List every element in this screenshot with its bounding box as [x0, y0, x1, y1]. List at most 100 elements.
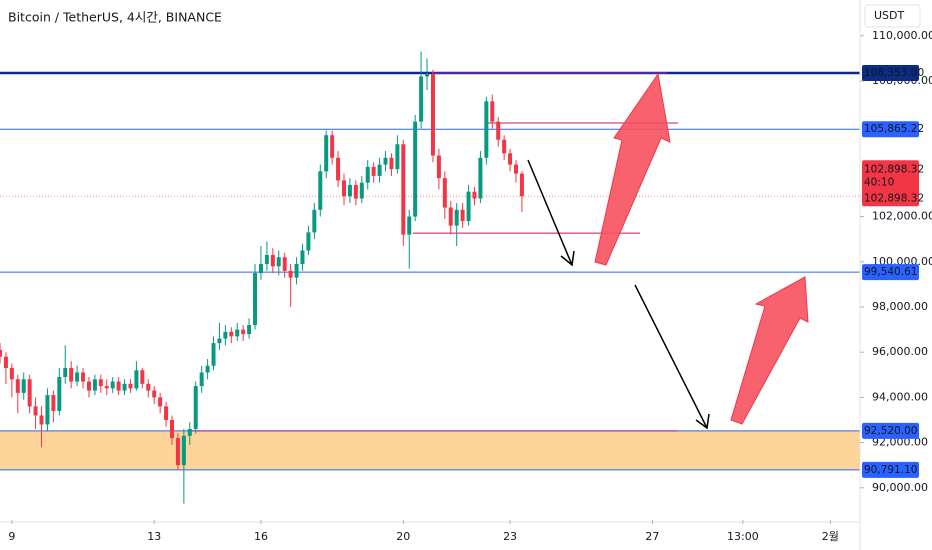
y-tick-label: 110,000.00: [872, 29, 932, 42]
candle-body: [353, 184, 358, 199]
last-price-label: 102,898.32: [864, 192, 924, 204]
price-label: 105,865.22: [864, 123, 924, 135]
candle-body: [472, 191, 477, 199]
candle-body: [430, 74, 435, 156]
last-price-label: 102,898.32: [864, 163, 924, 175]
x-tick-label: 27: [645, 530, 659, 543]
candle-body: [110, 381, 115, 389]
arrow: [634, 284, 708, 429]
candle-body: [104, 386, 109, 389]
candle-body: [175, 438, 180, 466]
candle-body: [63, 367, 68, 378]
x-tick-label: 13: [147, 530, 161, 543]
candle-body: [33, 406, 38, 416]
candle-body: [288, 270, 293, 278]
candle-body: [508, 153, 513, 165]
candle-body: [247, 325, 252, 335]
x-tick-label: 20: [396, 530, 410, 543]
arrow-head: [560, 250, 575, 267]
candle-body: [342, 180, 346, 197]
candle-body: [425, 74, 430, 77]
candle-body: [383, 157, 388, 165]
candle-body: [223, 331, 228, 339]
zone: [0, 430, 860, 470]
candle-body: [330, 135, 335, 158]
candle-body: [199, 372, 204, 387]
candle-body: [478, 157, 483, 199]
x-tick-label: 9: [8, 530, 15, 543]
candle-body: [15, 379, 20, 393]
candle-body: [282, 257, 287, 271]
price-label: 108,353.00: [864, 67, 924, 79]
candle-body: [92, 379, 97, 391]
y-tick-label: 98,000.00: [872, 300, 928, 313]
currency-box[interactable]: [864, 4, 921, 28]
candle-body: [98, 379, 103, 387]
candle-body: [39, 415, 44, 425]
candle-body: [217, 338, 222, 344]
candle-body: [211, 343, 216, 366]
countdown: 40:10: [864, 176, 894, 188]
candle-body: [152, 390, 157, 398]
price-label-box: [862, 264, 919, 281]
last-price-box: [862, 160, 919, 207]
candle-body: [294, 264, 299, 278]
candle-body: [401, 144, 406, 235]
candle-body: [365, 166, 370, 183]
currency: USDT: [874, 9, 905, 22]
red-arrow: [594, 72, 671, 266]
candle-body: [300, 250, 305, 265]
arrows: [527, 72, 809, 430]
candle-body: [389, 157, 394, 170]
price-label-box: [862, 461, 919, 478]
candle-body: [270, 254, 275, 267]
candle-body: [496, 121, 501, 140]
candle-body: [170, 419, 174, 439]
candle-body: [81, 372, 86, 382]
candle-body: [436, 155, 441, 179]
candle-body: [371, 166, 376, 176]
candle-body: [51, 395, 56, 411]
candle-body: [86, 381, 91, 391]
candle-body: [377, 164, 382, 176]
candle-body: [9, 367, 14, 380]
candle-body: [205, 365, 210, 373]
y-tick-label: 96,000.00: [872, 345, 928, 358]
candle-body: [134, 370, 139, 389]
x-tick-label: 2월: [822, 530, 839, 543]
candle-body: [312, 209, 317, 233]
candle-body: [490, 101, 495, 122]
candle-body: [413, 121, 418, 217]
candle-body: [318, 171, 323, 210]
candle-body: [57, 377, 62, 411]
price-label-box: [862, 121, 919, 138]
price-label: 90,791.10: [864, 464, 917, 476]
chart-title: Bitcoin / TetherUS, 4시간, BINANCE: [8, 10, 222, 25]
candle-body: [466, 191, 471, 222]
candle-body: [519, 173, 524, 197]
candle-body: [193, 386, 198, 430]
candle-body: [27, 379, 32, 407]
candle-body: [146, 383, 151, 391]
candle-body: [442, 178, 447, 208]
candle-body: [258, 264, 263, 274]
zone-layer: [0, 430, 860, 470]
candle-body: [514, 164, 518, 174]
price-label-box: [862, 422, 919, 439]
y-tick-label: 92,000.00: [872, 436, 928, 449]
candle-body: [187, 429, 192, 436]
candle-body: [264, 254, 269, 265]
y-tick-label: 94,000.00: [872, 390, 928, 403]
candle-body: [229, 331, 234, 337]
price-label: 92,520.00: [864, 425, 917, 437]
candle-body: [419, 76, 424, 122]
candle-body: [122, 383, 127, 391]
candle-body: [306, 232, 311, 251]
candle-body: [407, 216, 412, 235]
candle-body: [502, 139, 507, 154]
price-label-box: [862, 64, 919, 81]
candle-body: [276, 257, 281, 267]
candle-body: [336, 157, 341, 181]
